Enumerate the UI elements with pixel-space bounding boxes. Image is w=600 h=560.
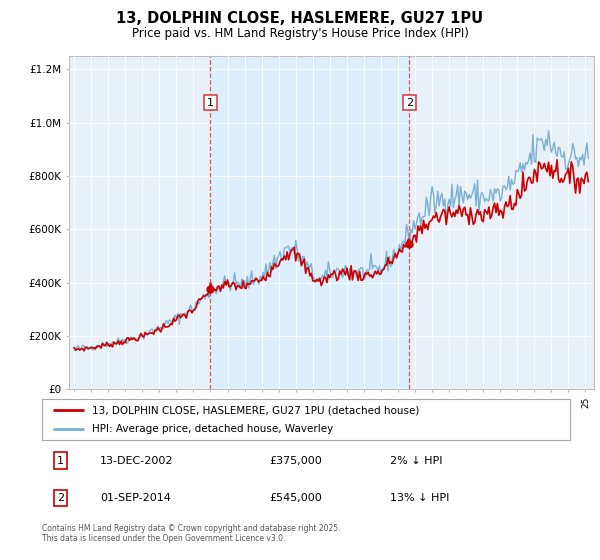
Text: 13, DOLPHIN CLOSE, HASLEMERE, GU27 1PU: 13, DOLPHIN CLOSE, HASLEMERE, GU27 1PU bbox=[116, 11, 484, 26]
Text: Price paid vs. HM Land Registry's House Price Index (HPI): Price paid vs. HM Land Registry's House … bbox=[131, 27, 469, 40]
Text: £375,000: £375,000 bbox=[269, 455, 322, 465]
Text: HPI: Average price, detached house, Waverley: HPI: Average price, detached house, Wave… bbox=[92, 424, 334, 433]
Text: 13% ↓ HPI: 13% ↓ HPI bbox=[391, 493, 450, 503]
Text: £545,000: £545,000 bbox=[269, 493, 322, 503]
Text: 2: 2 bbox=[57, 493, 64, 503]
Text: 2% ↓ HPI: 2% ↓ HPI bbox=[391, 455, 443, 465]
Text: 01-SEP-2014: 01-SEP-2014 bbox=[100, 493, 171, 503]
Text: Contains HM Land Registry data © Crown copyright and database right 2025.
This d: Contains HM Land Registry data © Crown c… bbox=[42, 524, 341, 543]
Text: 2: 2 bbox=[406, 97, 413, 108]
Bar bbox=[211, 56, 409, 389]
Text: 1: 1 bbox=[57, 455, 64, 465]
Text: 1: 1 bbox=[207, 97, 214, 108]
Text: 13, DOLPHIN CLOSE, HASLEMERE, GU27 1PU (detached house): 13, DOLPHIN CLOSE, HASLEMERE, GU27 1PU (… bbox=[92, 405, 419, 415]
Text: 13-DEC-2002: 13-DEC-2002 bbox=[100, 455, 173, 465]
